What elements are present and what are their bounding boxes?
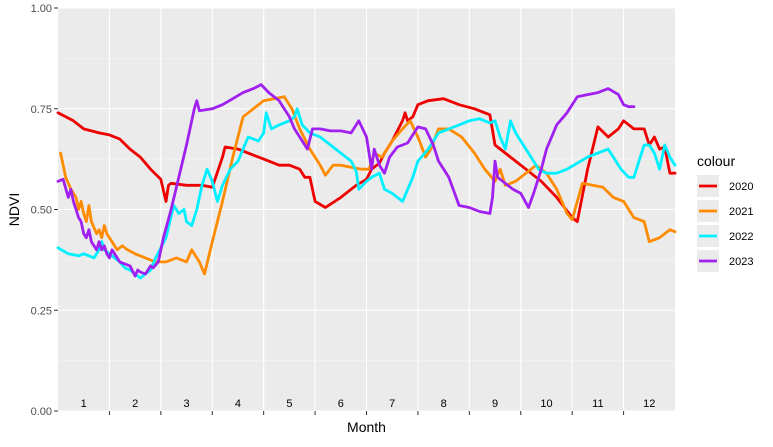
legend-label: 2023	[729, 256, 753, 268]
month-label: 11	[592, 398, 603, 410]
month-label: 12	[643, 398, 655, 410]
series-line-2022	[56, 107, 677, 280]
legend: colour 2020 2021 2022 2023	[697, 153, 753, 272]
y-tick-label: 1.00	[31, 3, 52, 15]
month-label: 3	[183, 398, 189, 410]
month-label: 4	[235, 398, 241, 410]
month-label: 2	[132, 398, 138, 410]
legend-label: 2022	[729, 231, 753, 243]
series-line-2021	[59, 95, 677, 276]
legend-title: colour	[697, 153, 735, 169]
y-axis-title: NDVI	[6, 193, 22, 226]
legend-label: 2020	[729, 181, 753, 193]
month-label: 6	[338, 398, 344, 410]
series-layer	[56, 83, 677, 280]
month-label: 5	[286, 398, 292, 410]
y-axis: 0.00 0.25 0.50 0.75 1.00	[31, 3, 58, 418]
x-axis-title: Month	[347, 419, 386, 435]
y-tick-label: 0.00	[31, 406, 52, 418]
series-line-2023	[56, 83, 636, 278]
month-label: 10	[540, 398, 552, 410]
legend-label: 2021	[729, 206, 753, 218]
month-label: 9	[492, 398, 498, 410]
y-tick-label: 0.50	[31, 205, 52, 217]
month-label: 1	[81, 398, 87, 410]
y-tick-label: 0.75	[31, 104, 52, 116]
x-axis: 1 2 3 4 5 6 7 8 9 10 11 12	[81, 398, 655, 415]
y-tick-label: 0.25	[31, 305, 52, 317]
month-label: 8	[441, 398, 447, 410]
month-label: 7	[389, 398, 395, 410]
series-line-2020	[56, 97, 677, 223]
